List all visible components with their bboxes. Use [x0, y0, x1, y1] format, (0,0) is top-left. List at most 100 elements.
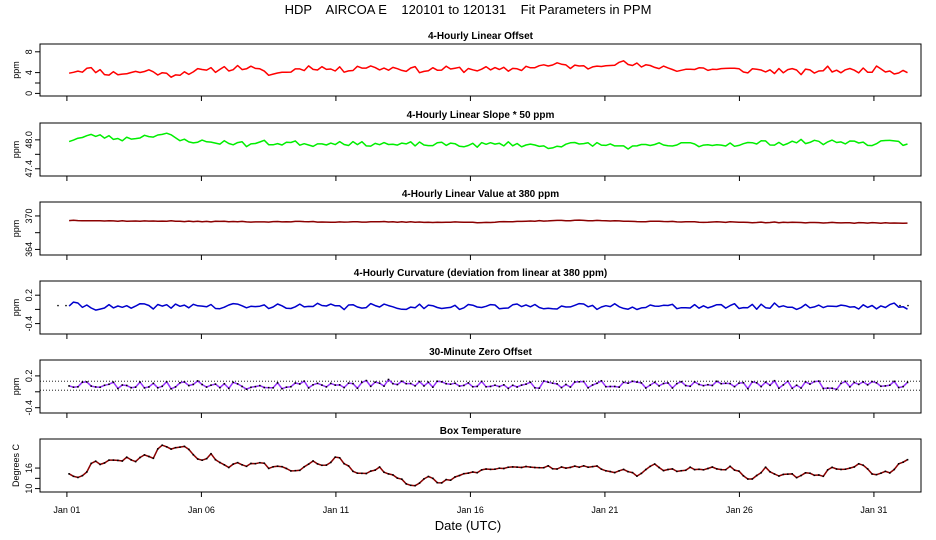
panel-6-data-point [498, 467, 501, 469]
panel-5-data-point [471, 385, 474, 388]
panel-6-data-point [680, 469, 683, 472]
panel-6-data-point [631, 471, 634, 474]
panel-6-data-point [906, 458, 909, 461]
panel-5-data-point [498, 385, 501, 388]
panel-6-data-point [454, 476, 456, 478]
panel-5-data-point [569, 386, 572, 388]
panel-5-data-point [94, 386, 97, 388]
panel-5-data-point [676, 382, 678, 385]
panel-5-data-point [871, 380, 873, 383]
panel-5-data-point [906, 381, 909, 384]
panel-6-data-point [378, 466, 381, 468]
panel-6-data-point [667, 468, 669, 471]
panel-6-data-point [290, 470, 292, 472]
panel-6-data-point [485, 468, 487, 470]
panel-5-data-point [303, 380, 305, 382]
panel-4-title: 4-Hourly Curvature (deviation from linea… [354, 268, 607, 279]
panel-5-data-point [467, 382, 470, 384]
panel-5-data-point [831, 387, 833, 389]
panel-5-title: 30-Minute Zero Offset [429, 347, 532, 358]
panel-6-data-point [778, 475, 780, 477]
panel-6-data-point [733, 469, 736, 471]
panel-5-data-point [325, 386, 328, 388]
panel-5-data-point [800, 387, 802, 389]
panel-5-data-point [511, 384, 514, 387]
panel-2-series-line [68, 132, 908, 150]
panel-5-data-point [693, 381, 696, 383]
panel-5-data-point [862, 381, 864, 383]
panel-6-data-point [511, 466, 514, 468]
panel-5-data-point [152, 382, 155, 385]
panel-6-data-point [259, 461, 261, 464]
panel-6-data-point [77, 476, 79, 479]
panel-6-data-point [689, 466, 691, 468]
panel-5-data-point [454, 382, 456, 385]
panel-6-data-point [569, 466, 572, 469]
panel-5-data-point [627, 382, 629, 385]
panel-5-data-point [192, 383, 195, 386]
panel-5-data-point [729, 382, 731, 385]
panel-5-data-point [85, 381, 88, 383]
panel-5-data-point [605, 385, 607, 388]
panel-6-data-point [330, 461, 332, 464]
panel-5-ylabel: ppm [11, 378, 21, 396]
panel-5-data-point [77, 386, 79, 388]
panel-5-data-point [343, 386, 345, 389]
panel-5-data-point [156, 387, 159, 389]
panel-6-data-point [880, 472, 882, 474]
panel-6-data-point [352, 470, 354, 473]
panel-6-data-point [418, 482, 421, 484]
panel-5-data-point [219, 386, 221, 389]
panel-6-data-point [321, 464, 323, 467]
panel-6-data-point [480, 469, 483, 471]
figure-title: HDP AIRCOA E 120101 to 120131 Fit Parame… [284, 2, 652, 17]
panel-6-data-point [556, 468, 558, 470]
panel-2-ytick-label: 48.0 [24, 131, 34, 149]
panel-5-data-point [347, 382, 350, 384]
panel-5-data-point [755, 381, 758, 384]
x-tick-label: Jan 11 [323, 505, 349, 515]
panel-6-data-point [773, 473, 776, 475]
panel-6-data-point [627, 470, 629, 473]
panel-6-data-point [223, 464, 226, 466]
panel-6-data-point [400, 478, 403, 480]
panel-6-data-point [494, 468, 496, 470]
panel-6-data-point [445, 478, 447, 481]
panel-5-data-point [574, 381, 576, 383]
panel-5-data-point [90, 385, 93, 387]
panel-6-data-point [605, 470, 607, 472]
panel-5-data-point [227, 387, 230, 390]
panel-6-data-point [600, 468, 603, 470]
panel-5-data-point [769, 384, 771, 387]
panel-6-data-point [547, 465, 549, 467]
panel-5-data-point [658, 385, 660, 387]
panel-6-data-point [724, 468, 727, 471]
panel-4-reference-dot [907, 304, 909, 307]
panel-6-data-point [862, 464, 864, 467]
panel-1-frame [39, 43, 922, 97]
panel-6-data-point [343, 462, 345, 465]
panel-5-data-point [578, 381, 581, 383]
panel-6-data-point [121, 460, 124, 462]
panel-6-data-point [130, 459, 132, 461]
panel-6-data-point [285, 467, 288, 470]
panel-6-data-point [170, 448, 172, 450]
panel-5-data-point [148, 386, 150, 388]
panel-6-data-point [857, 462, 860, 465]
panel-6-data-point [835, 468, 838, 470]
panel-6-ytick-label: 16 [24, 463, 34, 473]
panel-5-data-point [312, 383, 314, 386]
panel-5-data-point [724, 382, 727, 385]
panel-2-title: 4-Hourly Linear Slope * 50 ppm [407, 110, 555, 121]
panel-3-series-line [69, 219, 908, 224]
panel-5-data-point [680, 380, 683, 383]
panel-5-data-point [321, 384, 323, 386]
panel-6-data-point [782, 473, 785, 476]
panel-5-data-point [520, 384, 523, 386]
panel-6-data-point [529, 466, 532, 468]
panel-5-data-point [538, 387, 541, 389]
panel-6-data-point [875, 473, 878, 476]
panel-6-data-point [707, 467, 709, 470]
panel-5-data-point [565, 383, 567, 386]
panel-5-data-point [747, 387, 749, 390]
